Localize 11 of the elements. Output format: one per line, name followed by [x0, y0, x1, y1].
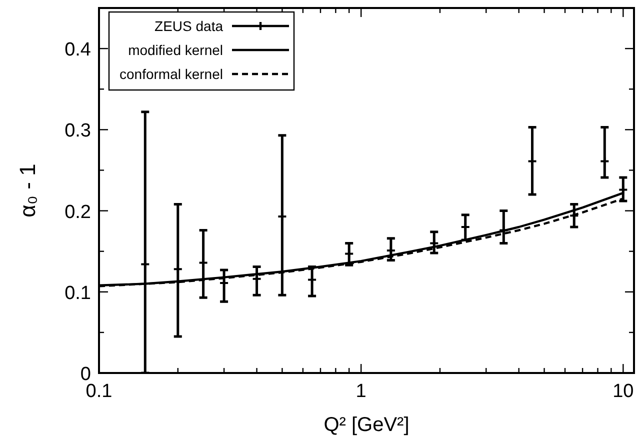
x-axis-title: Q² [GeV²]	[324, 414, 410, 436]
x-tick-label: 1	[356, 381, 366, 402]
legend-label: modified kernel	[128, 42, 223, 58]
y-axis-title: α₀ - 1	[15, 164, 40, 218]
y-tick-label: 0.2	[64, 202, 91, 223]
y-tick-label: 0.4	[64, 40, 92, 61]
legend-label: conformal kernel	[120, 66, 223, 82]
x-tick-label: 10	[612, 381, 634, 402]
y-tick-label: 0.1	[64, 282, 91, 304]
legend-label: ZEUS data	[154, 18, 224, 34]
y-tick-label: 0.3	[64, 120, 91, 142]
